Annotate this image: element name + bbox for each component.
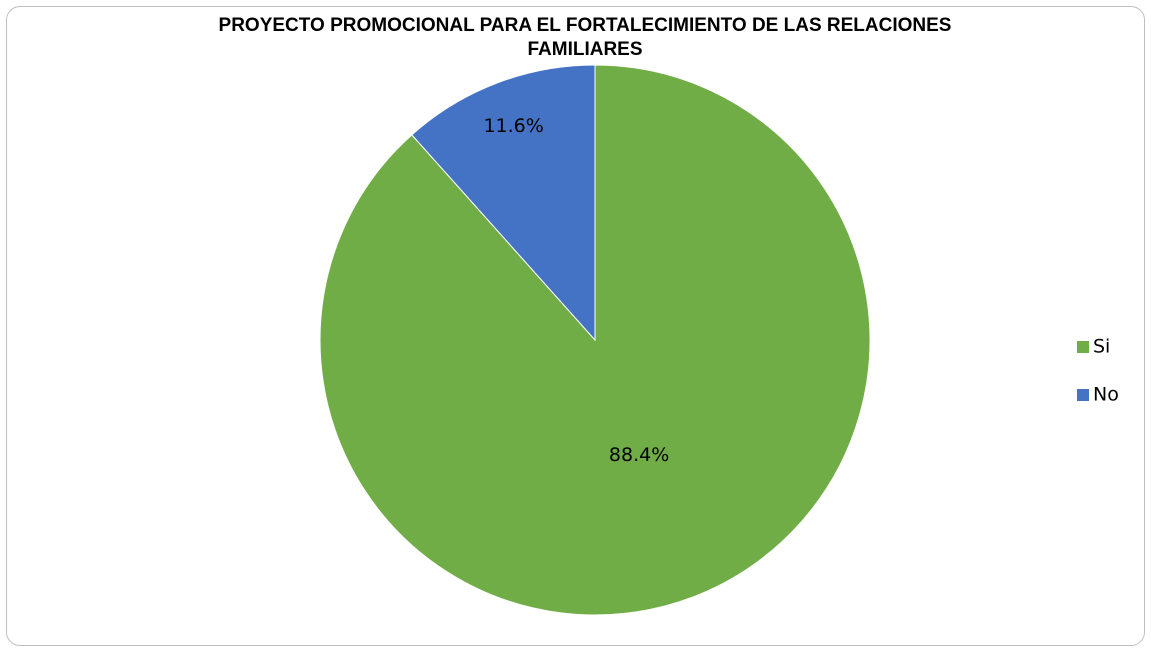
pie-slice [411,64,596,342]
legend-swatch [1077,389,1089,401]
data-label: 11.6% [483,115,543,137]
legend-label: Si [1093,336,1110,358]
legend-label: No [1093,384,1119,406]
chart-title: PROYECTO PROMOCIONAL PARA EL FORTALECIMI… [218,15,952,60]
chart-frame [6,6,1145,646]
legend-swatch [1077,341,1089,353]
data-label: 88.4% [609,444,669,466]
